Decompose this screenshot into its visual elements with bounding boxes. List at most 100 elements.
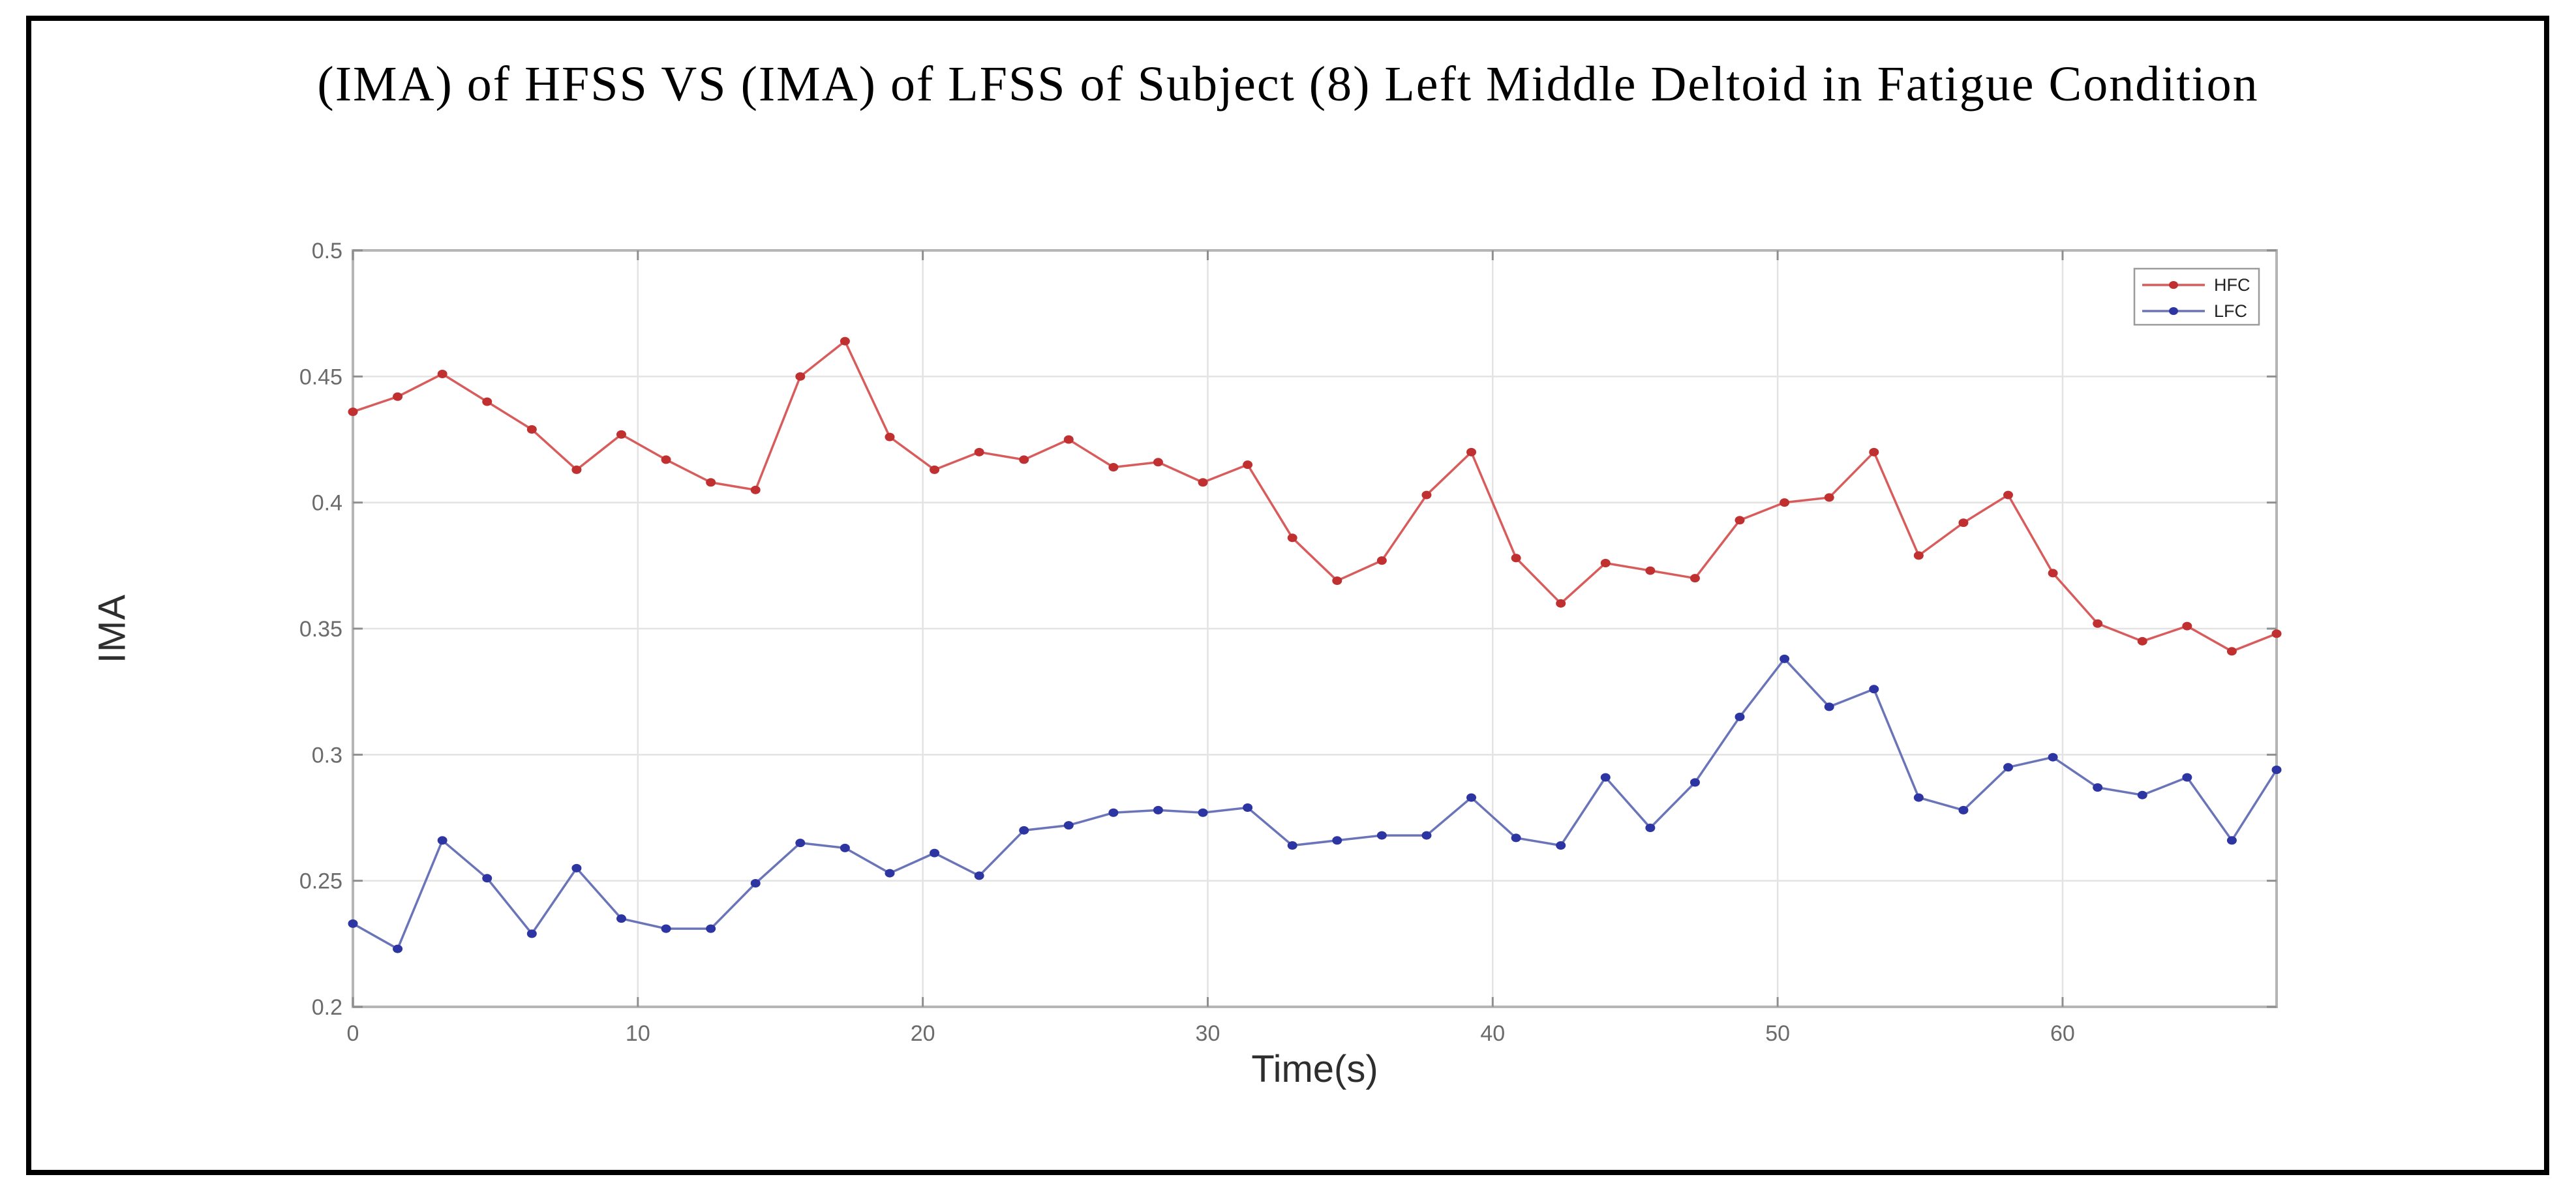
lfc-marker — [2048, 753, 2058, 762]
lfc-marker — [437, 836, 447, 845]
hfc-marker — [930, 465, 940, 474]
hfc-marker — [885, 432, 895, 441]
hfc-marker — [2226, 647, 2237, 656]
hfc-marker — [1153, 458, 1163, 467]
hfc-marker — [1556, 599, 1566, 608]
lfc-marker — [1198, 808, 1208, 817]
hfc-marker — [1511, 554, 1521, 563]
legend-marker-lfc — [2169, 307, 2178, 315]
lfc-marker — [1063, 821, 1074, 830]
lfc-marker — [1511, 833, 1521, 843]
x-tick-label: 60 — [2050, 1021, 2075, 1046]
hfc-marker — [1913, 551, 1924, 560]
lfc-marker — [974, 871, 984, 880]
lfc-marker — [1869, 685, 1879, 694]
hfc-marker — [1466, 447, 1477, 456]
hfc-marker — [1421, 490, 1432, 500]
lfc-marker — [1421, 831, 1432, 840]
lfc-marker — [2093, 783, 2103, 792]
legend-entry-hfc: HFC — [2142, 275, 2250, 295]
lfc-marker — [1019, 826, 1029, 835]
lfc-marker — [2137, 790, 2147, 799]
hfc-marker — [1019, 455, 1029, 464]
hfc-marker — [1600, 558, 1611, 567]
lfc-marker — [1735, 712, 1745, 721]
lfc-marker — [706, 924, 716, 933]
x-tick-label: 40 — [1480, 1021, 1505, 1046]
x-tick-label: 0 — [347, 1021, 359, 1046]
lfc-marker — [2003, 763, 2014, 772]
lfc-marker — [616, 914, 626, 923]
lfc-marker — [840, 843, 850, 852]
hfc-marker — [2271, 629, 2282, 638]
y-tick-label: 0.3 — [312, 743, 342, 768]
lfc-marker — [2182, 773, 2192, 782]
y-tick-label: 0.45 — [299, 365, 342, 389]
y-tick-label: 0.25 — [299, 869, 342, 894]
hfc-marker — [437, 369, 447, 378]
hfc-marker — [795, 372, 806, 381]
lfc-marker — [1913, 793, 1924, 802]
lfc-marker — [1958, 805, 1969, 814]
lfc-marker — [2271, 766, 2282, 775]
hfc-marker — [1063, 435, 1074, 444]
legend-label-lfc: LFC — [2214, 301, 2247, 321]
hfc-marker — [706, 478, 716, 487]
hfc-marker — [526, 425, 537, 434]
legend-box: HFC LFC — [2133, 267, 2260, 326]
lfc-marker — [1376, 831, 1387, 840]
hfc-marker — [1735, 516, 1745, 525]
x-axis-label: Time(s) — [1251, 1048, 1378, 1090]
legend-label-hfc: HFC — [2214, 275, 2250, 295]
hfc-marker — [1869, 447, 1879, 456]
hfc-marker — [840, 336, 850, 346]
hfc-marker — [393, 392, 403, 401]
hfc-marker — [1824, 493, 1834, 502]
hfc-marker — [1198, 478, 1208, 487]
lfc-marker — [795, 839, 806, 848]
legend-entry-lfc: LFC — [2142, 301, 2247, 321]
lfc-marker — [1243, 803, 1253, 813]
hfc-marker — [1958, 518, 1969, 528]
x-tick-label: 10 — [626, 1021, 650, 1046]
lfc-marker — [750, 879, 761, 888]
hfc-marker — [348, 407, 358, 416]
y-tick-label: 0.4 — [312, 491, 342, 516]
lfc-marker — [1824, 702, 1834, 711]
lfc-marker — [482, 874, 492, 883]
lfc-marker — [2226, 836, 2237, 845]
lfc-marker — [930, 848, 940, 858]
hfc-marker — [1780, 498, 1790, 507]
hfc-marker — [1243, 460, 1253, 470]
x-tick-label: 30 — [1196, 1021, 1220, 1046]
hfc-marker — [974, 447, 984, 456]
hfc-marker — [661, 455, 671, 464]
hfc-series — [348, 336, 2282, 656]
hfc-marker — [482, 397, 492, 406]
lfc-series-line — [352, 657, 2278, 950]
lfc-marker — [1466, 793, 1477, 802]
hfc-marker — [2137, 636, 2147, 646]
lfc-marker — [1645, 823, 1656, 832]
lfc-marker — [1780, 654, 1790, 663]
hfc-series-line — [352, 340, 2277, 653]
y-tick-label: 0.2 — [312, 995, 342, 1020]
lfc-marker — [885, 869, 895, 878]
lfc-marker — [1556, 841, 1566, 850]
hfc-marker — [1690, 574, 1700, 583]
chart-title: (IMA) of HFSS VS (IMA) of LFSS of Subjec… — [317, 57, 2259, 112]
x-tick-label: 20 — [911, 1021, 935, 1046]
legend-marker-hfc — [2169, 281, 2178, 289]
hfc-marker — [616, 430, 626, 439]
lfc-marker — [1600, 773, 1611, 782]
lfc-marker — [1690, 778, 1700, 787]
legend-border — [2133, 267, 2260, 326]
lfc-marker — [1332, 836, 1342, 845]
hfc-marker — [1332, 576, 1342, 586]
hfc-marker — [750, 485, 761, 494]
hfc-marker — [2182, 621, 2192, 631]
hfc-marker — [1287, 533, 1297, 543]
lfc-marker — [661, 924, 671, 933]
hfc-marker — [2093, 619, 2103, 628]
